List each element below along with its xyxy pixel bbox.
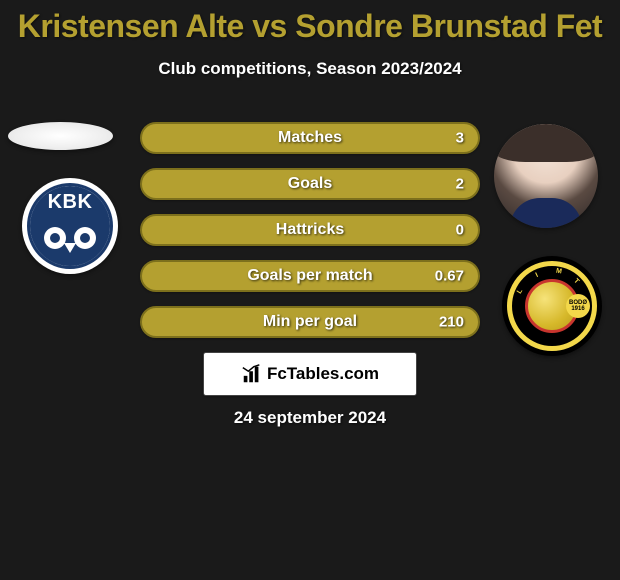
club-right-badge: BODØ 1916	[566, 294, 590, 318]
brand-text: FcTables.com	[267, 364, 379, 384]
brand-box: FcTables.com	[203, 352, 417, 396]
stat-label: Goals	[288, 175, 332, 193]
club-right-arc-char: T	[572, 278, 580, 286]
club-left-code: KBK	[30, 186, 110, 220]
club-left-crest: KBK	[22, 178, 118, 274]
club-right-arc-char: I	[535, 272, 540, 279]
stat-value: 3	[456, 130, 464, 147]
season-subtitle: Club competitions, Season 2023/2024	[0, 59, 620, 79]
stat-label: Min per goal	[263, 313, 357, 331]
bar-chart-icon	[241, 363, 263, 385]
club-right-arc-char: L	[516, 288, 524, 295]
player-right-avatar	[494, 124, 598, 228]
page-title: Kristensen Alte vs Sondre Brunstad Fet	[0, 0, 620, 45]
player-left-avatar	[8, 122, 113, 150]
stat-value: 210	[439, 314, 464, 331]
comparison-infographic: Kristensen Alte vs Sondre Brunstad Fet C…	[0, 0, 620, 580]
stat-label: Goals per match	[247, 267, 372, 285]
snapshot-date: 24 september 2024	[0, 408, 620, 428]
stat-label: Matches	[278, 129, 342, 147]
club-right-crest: L I M T BODØ 1916	[502, 256, 602, 356]
stat-label: Hattricks	[276, 221, 344, 239]
owl-icon	[42, 223, 98, 263]
stat-bar-matches: Matches 3	[140, 122, 480, 154]
stat-bar-goals: Goals 2	[140, 168, 480, 200]
stat-value: 0	[456, 222, 464, 239]
stat-bar-goals-per-match: Goals per match 0.67	[140, 260, 480, 292]
stats-column: Matches 3 Goals 2 Hattricks 0 Goals per …	[140, 122, 480, 352]
club-right-arc-char: M	[555, 268, 562, 276]
stat-value: 0.67	[435, 268, 464, 285]
club-right-badge-bottom: 1916	[571, 306, 584, 312]
stat-value: 2	[456, 176, 464, 193]
stat-bar-hattricks: Hattricks 0	[140, 214, 480, 246]
stat-bar-min-per-goal: Min per goal 210	[140, 306, 480, 338]
